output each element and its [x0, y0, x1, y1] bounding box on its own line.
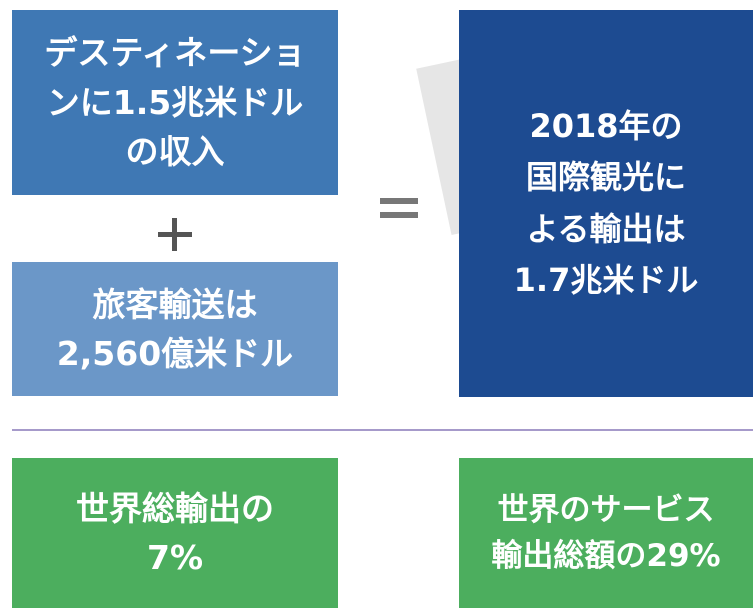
box: 2018年の 国際観光による輸出は 1.7兆米ドル [459, 10, 753, 397]
box-text: 7% [146, 538, 204, 577]
box: 世界のサービス 輸出総額の29% [459, 458, 753, 608]
box-text: 2,560億米ドル [56, 334, 294, 373]
box-text: の収入 [125, 132, 225, 172]
box-text: 輸出総額の29% [491, 538, 721, 574]
box: デスティネーショ ンに1.5兆米ドル の収入 [12, 10, 338, 195]
box-text: 世界のサービス [497, 491, 715, 528]
plus-v [172, 218, 177, 251]
box-text: 2018年の [529, 107, 683, 146]
box: 世界総輸出の 7% [12, 458, 338, 608]
box: 旅客輸送は 2,560億米ドル [12, 262, 338, 396]
box-text: 国際観光に [525, 158, 686, 197]
box-text: 1.7兆米ドル [513, 260, 699, 299]
equals-top [380, 198, 418, 204]
box-text: 世界総輸出の [76, 488, 274, 528]
box-text: 旅客輸送は [92, 284, 258, 324]
equals-bottom [380, 212, 418, 218]
box-text: ンに1.5兆米ドル [46, 82, 304, 122]
box-text: よる輸出は [526, 209, 686, 248]
box-text: デスティネーショ [44, 33, 306, 73]
